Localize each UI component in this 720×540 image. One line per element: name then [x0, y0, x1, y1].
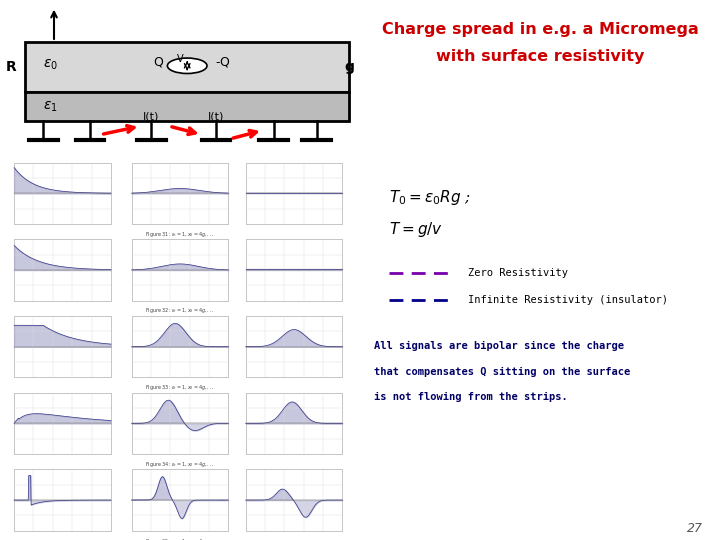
Text: 27: 27 — [687, 522, 703, 535]
Bar — [246, 393, 343, 454]
Bar — [14, 163, 111, 224]
Bar — [132, 163, 228, 224]
Text: with surface resistivity: with surface resistivity — [436, 49, 644, 64]
Text: is not flowing from the strips.: is not flowing from the strips. — [374, 393, 568, 402]
Text: I(t): I(t) — [143, 112, 159, 122]
Bar — [14, 393, 111, 454]
Text: $T_0 = \varepsilon_0 Rg$ ;: $T_0 = \varepsilon_0 Rg$ ; — [389, 187, 471, 207]
Bar — [25, 92, 349, 120]
Bar — [132, 469, 228, 531]
Text: I(t): I(t) — [208, 112, 224, 122]
Bar — [132, 316, 228, 377]
Text: Q: Q — [153, 55, 163, 68]
Text: $\varepsilon_0$: $\varepsilon_0$ — [43, 57, 58, 72]
Text: -Q: -Q — [216, 55, 230, 68]
Bar — [14, 316, 111, 377]
Text: $T = g/v$: $T = g/v$ — [389, 220, 443, 239]
Text: Charge spread in e.g. a Micromega: Charge spread in e.g. a Micromega — [382, 22, 698, 37]
Bar — [246, 316, 343, 377]
Bar — [246, 239, 343, 301]
Bar — [132, 239, 228, 301]
Text: Figure 31: $\epsilon_r = 1, x_0 = 4g, ...$: Figure 31: $\epsilon_r = 1, x_0 = 4g, ..… — [145, 230, 215, 239]
Bar — [14, 469, 111, 531]
Text: R: R — [6, 60, 16, 74]
Bar — [132, 393, 228, 454]
Bar — [25, 42, 349, 92]
Text: g: g — [344, 60, 354, 74]
Text: that compensates Q sitting on the surface: that compensates Q sitting on the surfac… — [374, 367, 631, 376]
Text: Zero Resistivity: Zero Resistivity — [468, 268, 568, 278]
Text: All signals are bipolar since the charge: All signals are bipolar since the charge — [374, 341, 624, 350]
Bar — [246, 163, 343, 224]
Text: Figure 35: $\epsilon_r = 1, x_0 = 4g, ...$: Figure 35: $\epsilon_r = 1, x_0 = 4g, ..… — [145, 537, 215, 540]
Text: Figure 32: $\epsilon_r = 1, x_0 = 4g, ...$: Figure 32: $\epsilon_r = 1, x_0 = 4g, ..… — [145, 307, 215, 315]
Text: Infinite Resistivity (insulator): Infinite Resistivity (insulator) — [468, 295, 668, 305]
Text: V: V — [176, 54, 184, 64]
Bar — [14, 239, 111, 301]
Text: Figure 34: $\epsilon_r = 1, x_0 = 4g, ...$: Figure 34: $\epsilon_r = 1, x_0 = 4g, ..… — [145, 460, 215, 469]
Text: $\varepsilon_1$: $\varepsilon_1$ — [43, 99, 58, 114]
Circle shape — [167, 58, 207, 73]
Bar — [246, 469, 343, 531]
Text: Figure 33: $\epsilon_r = 1, x_0 = 4g, ...$: Figure 33: $\epsilon_r = 1, x_0 = 4g, ..… — [145, 383, 215, 392]
